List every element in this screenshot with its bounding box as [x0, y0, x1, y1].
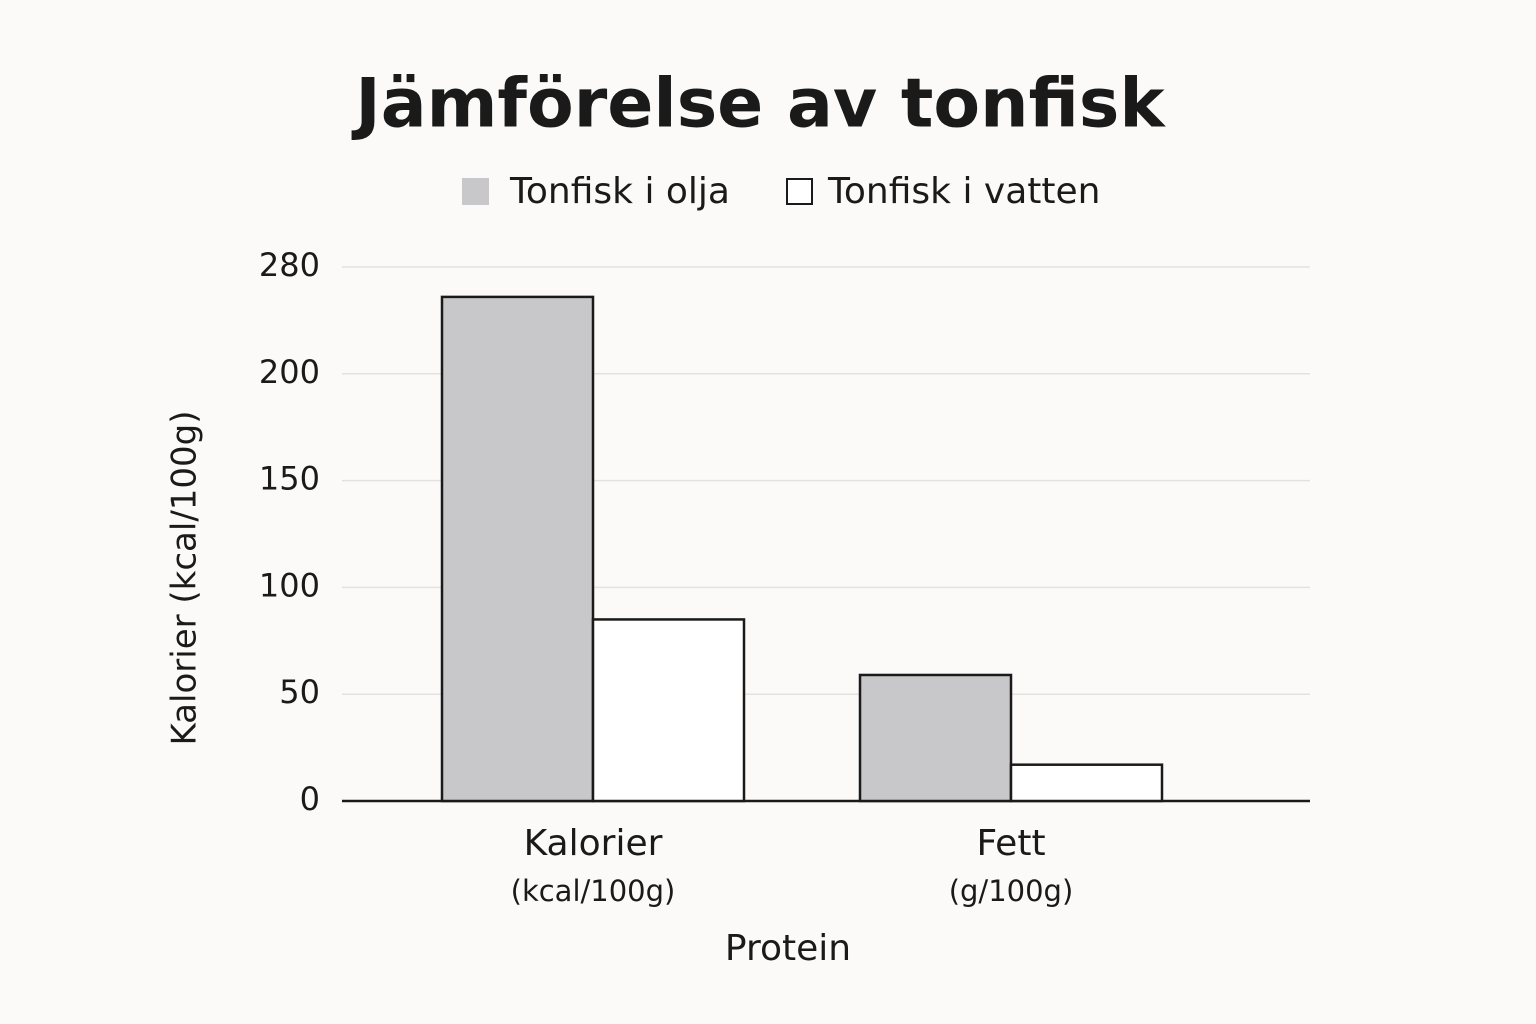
- y-axis-label: Kalorier (kcal/100g): [165, 410, 205, 745]
- y-tick-label: 0: [300, 780, 320, 818]
- x-tick-label: Kalorier: [524, 823, 663, 864]
- y-tick-label: 50: [279, 673, 320, 711]
- legend-label: Tonfisk i olja: [509, 171, 730, 212]
- legend-swatch: [462, 178, 489, 205]
- y-tick-label: 280: [259, 246, 320, 284]
- x-tick-unit: (g/100g): [949, 874, 1074, 908]
- bar: [591, 618, 746, 803]
- x-tick-unit: (kcal/100g): [511, 874, 676, 908]
- y-tick-label: 150: [259, 460, 320, 498]
- chart-title: Jämförelse av tonfisk: [351, 65, 1166, 144]
- y-tick-label: 100: [259, 566, 320, 604]
- x-tick-label: Fett: [976, 823, 1045, 864]
- legend-label: Tonfisk i vatten: [827, 171, 1100, 212]
- bar: [440, 295, 595, 803]
- legend-swatch: [786, 178, 813, 205]
- y-tick-label: 200: [259, 353, 320, 391]
- bar: [858, 673, 1013, 803]
- x-axis-label: Protein: [725, 928, 851, 969]
- bar: [1009, 763, 1164, 803]
